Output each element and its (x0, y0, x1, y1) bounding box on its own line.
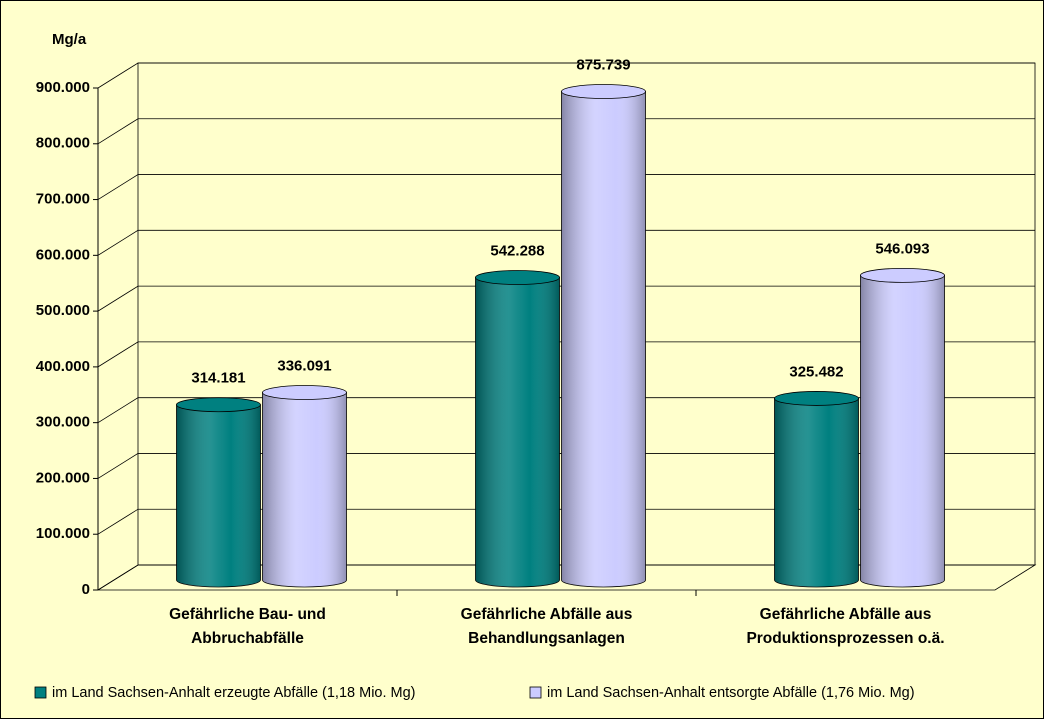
bar-top (475, 270, 560, 285)
grid-line (97, 62, 1035, 89)
grid-line (97, 285, 1035, 312)
bar-shading (774, 398, 859, 587)
grid-line (97, 174, 1035, 200)
y-tick-label: 600.000 (36, 246, 90, 263)
bar-top (176, 397, 261, 413)
bar-shading (176, 404, 261, 587)
grid-line (97, 508, 1035, 535)
grid-line (97, 118, 1035, 145)
data-label: 336.091 (277, 358, 331, 375)
grid-line (97, 564, 1035, 591)
x-tick-label: Gefährliche Bau- und Abbruchabfälle (169, 606, 326, 647)
x-tick-label: Gefährliche Abfälle aus Behandlungsanlag… (460, 606, 633, 647)
data-label: 546.093 (875, 240, 929, 257)
bar-top (262, 385, 347, 400)
grid-line (97, 229, 1035, 256)
y-tick-label: 900.000 (36, 79, 90, 96)
data-label: 314.181 (191, 370, 245, 387)
legend-swatch (529, 686, 542, 699)
bar-shading (262, 392, 347, 587)
y-tick-label: 200.000 (36, 469, 90, 486)
grid-line (97, 397, 1035, 424)
legend-label: im Land Sachsen-Anhalt erzeugte Abfälle … (52, 685, 416, 701)
y-tick-label: 400.000 (36, 358, 90, 375)
data-label: 875.739 (576, 57, 630, 74)
grid-line (97, 341, 1035, 368)
data-label: 325.482 (789, 363, 843, 380)
y-tick-label: 100.000 (36, 525, 90, 542)
bar-top (561, 84, 646, 99)
y-tick-label: 300.000 (36, 414, 90, 431)
grid-line (97, 453, 1035, 479)
bar-top (860, 268, 945, 283)
x-tick-label: Gefährliche Abfälle aus Produktionsproze… (746, 606, 945, 647)
bar-shading (475, 277, 560, 587)
bar-shading (561, 91, 646, 587)
legend-label: im Land Sachsen-Anhalt entsorgte Abfälle… (547, 685, 915, 701)
y-tick-label: 0 (82, 581, 90, 598)
y-tick-label: 800.000 (36, 135, 90, 152)
legend-swatch (34, 686, 47, 699)
y-axis-label: Mg/a (52, 31, 87, 48)
bar-shading (860, 275, 945, 587)
y-tick-label: 500.000 (36, 302, 90, 319)
y-tick-label: 700.000 (36, 191, 90, 208)
data-label: 542.288 (490, 242, 544, 259)
bar-top (774, 391, 859, 406)
